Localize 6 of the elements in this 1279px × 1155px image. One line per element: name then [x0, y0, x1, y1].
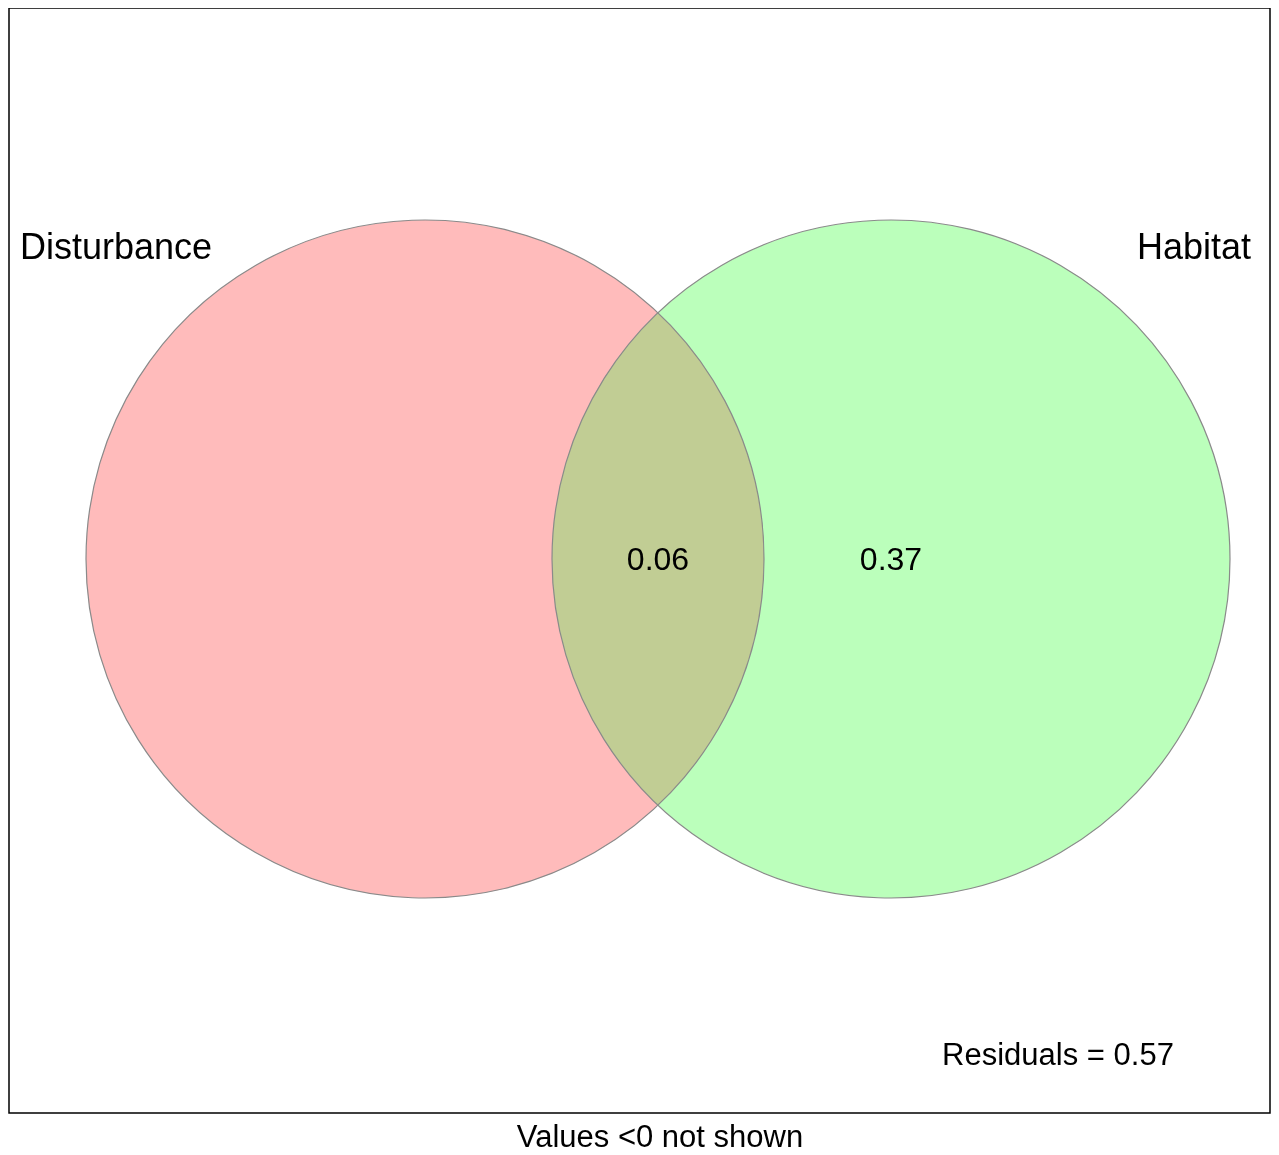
category-label: Habitat [1136, 225, 1251, 267]
category-label: Disturbance [20, 225, 213, 267]
data-label: 0.06 [626, 541, 690, 577]
text: Residuals = 0.57 [942, 1036, 1174, 1072]
text: Values <0 not shown [516, 1118, 804, 1154]
data-label: 0.37 [859, 541, 923, 577]
